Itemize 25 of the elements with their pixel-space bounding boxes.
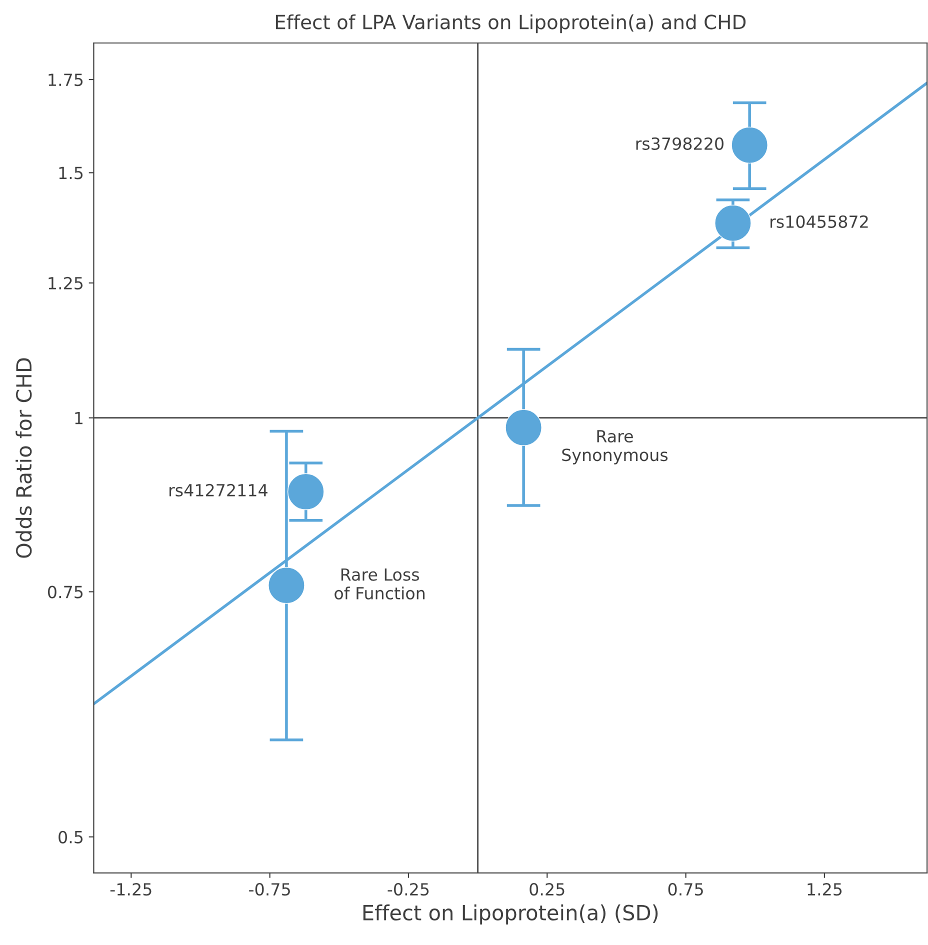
x-tick-label: 1.25: [808, 883, 842, 896]
y-tick-label: 0.5: [58, 830, 83, 844]
y-tick-label: 1.25: [48, 276, 83, 290]
y-tick-label: 1.75: [48, 74, 83, 86]
point: [714, 204, 752, 242]
x-tick-label: -1.25: [110, 883, 152, 896]
point: [505, 409, 542, 446]
y-tick-label: 1: [75, 412, 82, 424]
chart-title: Effect of LPA Variants on Lipoprotein(a) and CHD: [276, 14, 746, 34]
annotation: rs10455872: [770, 215, 868, 228]
y-tick-label: 0.75: [48, 586, 83, 598]
x-tick-label: 0.75: [668, 883, 703, 896]
x-tick-label: 0.25: [530, 883, 564, 896]
annotation: Rare Loss of Function: [334, 568, 425, 600]
point: [731, 126, 768, 164]
annotation: rs3798220: [636, 137, 724, 150]
annotation: rs41272114: [170, 484, 268, 497]
y-axis-title: Odds Ratio for CHD: [16, 358, 32, 558]
y-tick-label: 1.5: [59, 166, 83, 180]
point: [268, 566, 305, 604]
x-tick-label: -0.75: [249, 883, 290, 896]
point: [287, 473, 324, 510]
x-tick-label: -0.25: [388, 883, 429, 896]
annotation: Rare Synonymous: [562, 430, 668, 464]
x-axis-title: Effect on Lipoprotein(a) (SD): [363, 904, 658, 925]
